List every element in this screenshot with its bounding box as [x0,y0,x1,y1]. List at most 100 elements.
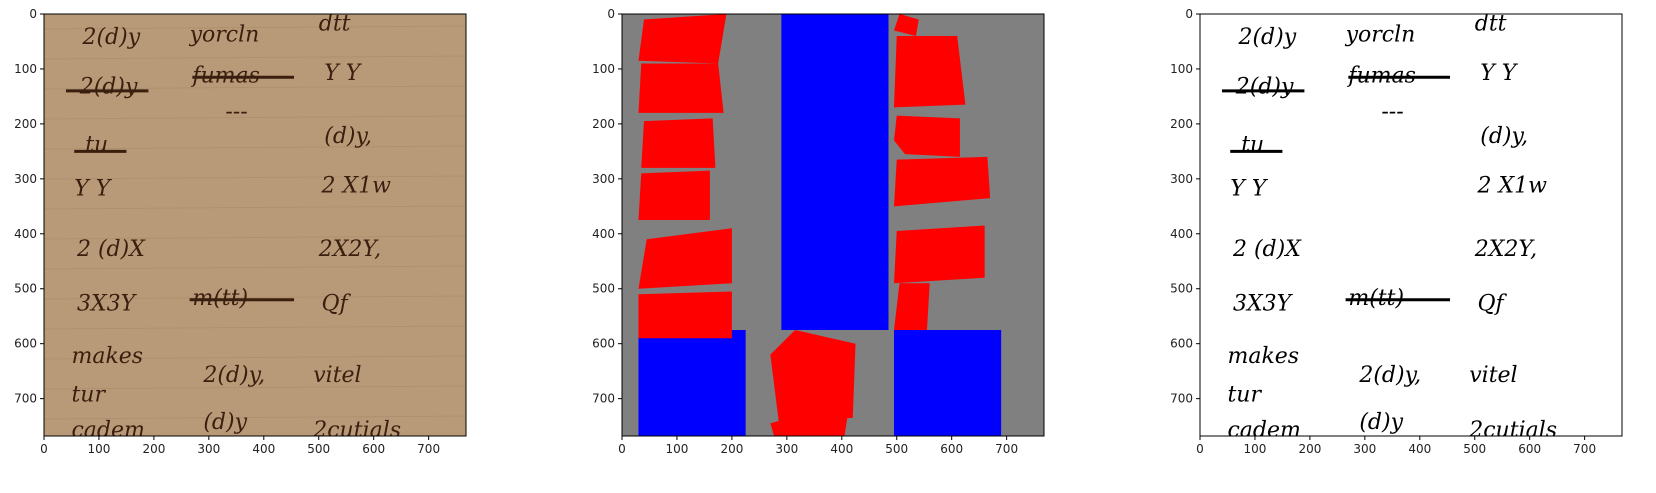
original-handwritten-word: Qf [321,292,351,317]
binary-handwritten-word: (d)y [1359,410,1403,435]
mask-red-region [770,329,856,421]
original-handwritten-word: 2X2Y, [318,237,381,262]
mask-red-region [638,170,710,221]
mask-ytick-label: 500 [592,282,615,296]
bleedthrough-line [44,325,466,330]
mask-red-region [893,283,930,330]
original-ytick-label: 400 [14,227,37,241]
original-handwritten-word: vitel [313,363,361,388]
bleedthrough-line [44,355,466,360]
original-ytick-label: 200 [14,117,37,131]
bleedthrough-line [44,295,466,300]
binary-xtick-label: 600 [1518,442,1541,456]
plot-area [622,14,1044,436]
original-handwritten-word: Y Y [324,61,363,86]
binary-ytick-label: 300 [1170,172,1193,186]
binary-ytick-label: 700 [1170,392,1193,406]
binary-handwritten-word: 3X3Y [1233,292,1294,317]
mask-red-region [638,14,727,64]
binary-handwritten-word: Qf [1477,292,1507,317]
mask-red-region [893,115,960,157]
mask-blue-region [781,14,889,330]
bleedthrough-line [44,85,466,90]
binary-ytick-label: 400 [1170,227,1193,241]
binary-ytick-label: 200 [1170,117,1193,131]
mask-svg: 0 100 200 300 400 500 600 700 0 100 200 300 400 500 60… [592,7,1045,456]
original-ytick-label: 100 [14,62,37,76]
binary-handwritten-word: 2X2Y, [1474,237,1537,262]
original-xtick-label: 700 [417,442,440,456]
binary-ytick-label: 100 [1170,62,1193,76]
mask-axes-frame [621,13,1045,437]
binary-axes-frame [1199,13,1623,437]
binary-xtick-label: 0 [1196,442,1204,456]
mask-red-region [893,225,985,284]
original-handwritten-word: cadem [71,418,144,443]
binary-handwritten-word: dtt [1475,11,1507,36]
original-handwritten-word: dtt [319,11,351,36]
binary-handwritten-word: 2 X1w [1476,174,1547,199]
mask-red-region [893,156,991,207]
binary-xtick-label: 100 [1243,442,1266,456]
original-xtick-label: 0 [40,442,48,456]
bleedthrough-line [44,145,466,150]
original-handwritten-word: (d)y, [324,124,372,149]
binary-handwritten-word: 2cutials [1468,418,1557,443]
original-handwritten-word: 2(d)y [81,25,140,50]
binary-handwritten-word: Y Y [1230,176,1269,201]
mask-ytick-label: 300 [592,172,615,186]
bleedthrough-line [44,115,466,120]
mask-xtick-label: 100 [665,442,688,456]
mask-red-region [770,415,848,436]
bleedthrough-line [44,265,466,270]
mask-xtick-label: 400 [830,442,853,456]
mask-red-region [638,228,732,289]
original-handwritten-word: 2 (d)X [76,237,146,262]
mask-ytick-label: 700 [592,392,615,406]
original-handwritten-word: --- [225,99,247,124]
binary-handwritten-word: (d)y, [1480,124,1528,149]
panel-binarized: 2(d)y yorcln dtt 2(d)y fumas Y Y --- tu (d)y, Y Y… [1156,0,1656,493]
binary-xtick-label: 500 [1463,442,1486,456]
binary-xtick-label: 400 [1408,442,1431,456]
original-ytick-label: 600 [14,337,37,351]
original-handwritten-word: tu [85,132,108,157]
binary-handwritten-word: 2 (d)X [1232,237,1302,262]
bleedthrough-line [44,235,466,240]
mask-red-region [641,118,716,168]
original-handwritten-word: Y Y [74,176,113,201]
binary-handwritten-word: tur [1227,382,1262,407]
panel-original-manuscript: 2(d)y yorcln dtt 2(d)y fumas Y Y --- tu (d)y, Y Y… [0,0,510,493]
panel-segmentation-mask: 0 100 200 300 400 500 600 700 0 100 200 300 400 500 60… [578,0,1088,493]
bleedthrough-line [44,25,466,30]
mask-blue-region [893,329,1002,436]
mask-xtick-label: 500 [885,442,908,456]
binary-background [1200,14,1622,436]
binary-handwritten-word: --- [1381,99,1403,124]
binary-ytick-label: 600 [1170,337,1193,351]
binary-handwritten-word: 2(d)y [1237,25,1296,50]
binary-ytick-label: 0 [1185,7,1193,21]
original-handwritten-word: 2cutials [312,418,401,443]
original-handwritten-word: 3X3Y [77,292,138,317]
mask-xtick-label: 300 [775,442,798,456]
original-handwritten-word: makes [71,344,143,369]
original-xtick-label: 300 [197,442,220,456]
original-handwritten-word: tur [71,382,106,407]
original-handwritten-word: 2 X1w [320,174,391,199]
original-handwritten-word: 2(d)y [79,75,138,100]
binary-xtick-label: 300 [1353,442,1376,456]
binary-handwritten-word: tu [1241,132,1264,157]
mask-ytick-label: 0 [607,7,615,21]
binary-handwritten-word: makes [1227,344,1299,369]
bleedthrough-line [44,385,466,390]
original-handwritten-word: 2(d)y, [202,363,265,388]
original-xtick-label: 100 [87,442,110,456]
mask-xtick-label: 0 [618,442,626,456]
mask-ytick-label: 200 [592,117,615,131]
original-ytick-label: 500 [14,282,37,296]
mask-red-region [638,63,724,113]
